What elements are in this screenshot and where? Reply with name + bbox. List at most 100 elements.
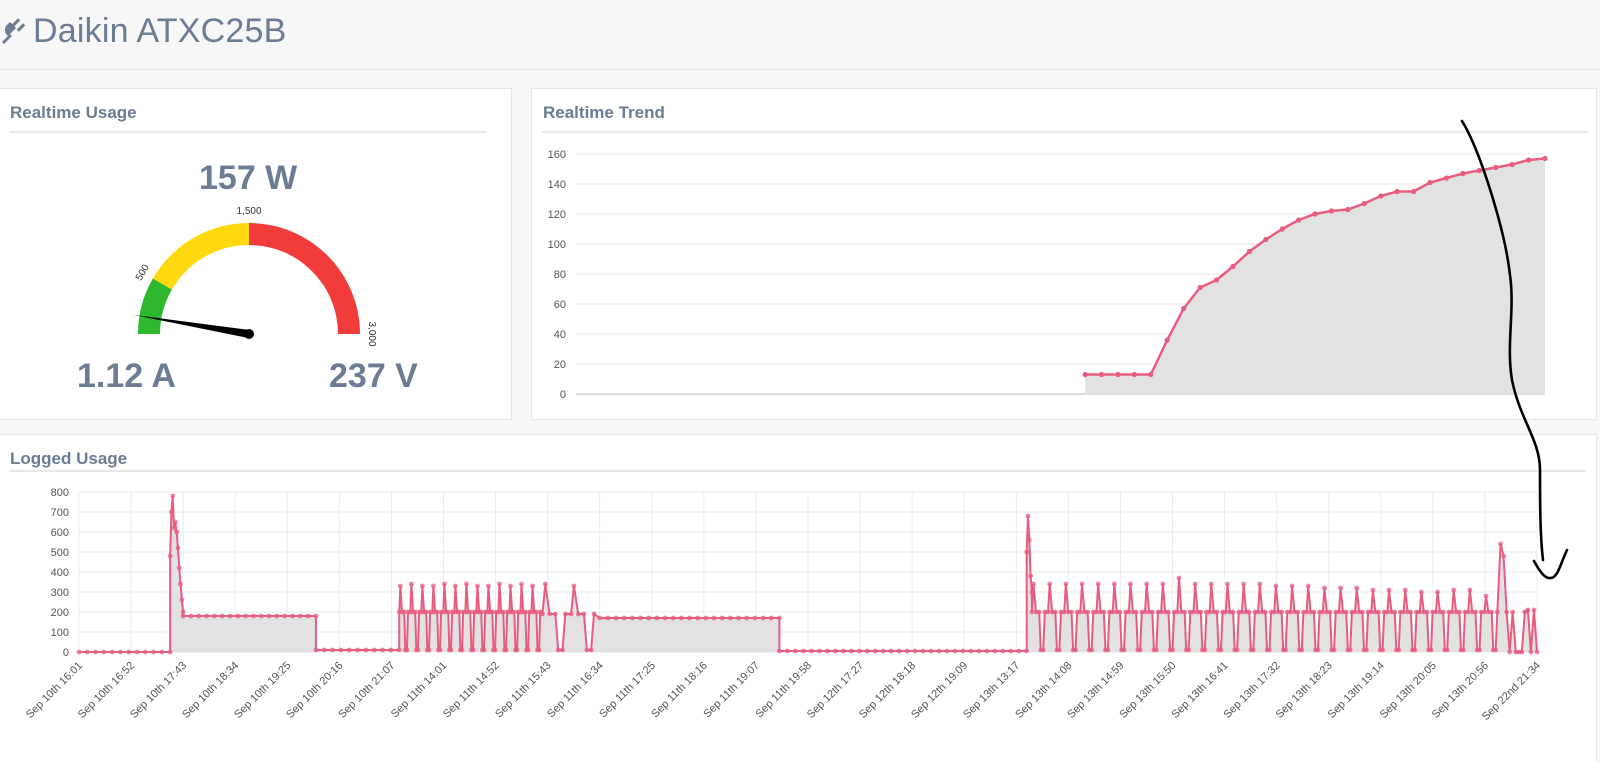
logged-point xyxy=(1528,649,1534,655)
gauge-tick-label: 1,500 xyxy=(236,206,261,217)
logged-point xyxy=(1026,537,1032,543)
logged-point xyxy=(1166,609,1171,615)
logged-point xyxy=(1121,647,1127,653)
logged-point xyxy=(1435,589,1440,595)
logged-point xyxy=(1460,647,1466,653)
logged-point xyxy=(1095,581,1101,587)
logged-point xyxy=(475,583,480,589)
logged-point xyxy=(1191,609,1196,615)
logged-point xyxy=(1025,513,1031,519)
logged-point xyxy=(1288,609,1293,615)
logged-point xyxy=(219,613,225,619)
logged-point xyxy=(176,565,182,571)
logged-point xyxy=(290,613,295,619)
logged-point xyxy=(1016,648,1022,654)
gauge-band-3 xyxy=(249,223,360,334)
logged-point xyxy=(1036,609,1042,615)
logged-point xyxy=(1347,647,1353,653)
logged-point xyxy=(167,553,173,559)
logged-point xyxy=(282,613,288,619)
logged-point xyxy=(1045,609,1051,615)
logged-point xyxy=(1331,647,1337,653)
logged-point xyxy=(1198,609,1204,615)
y-tick-label: 100 xyxy=(548,239,566,251)
logged-point xyxy=(172,519,178,525)
logged-point xyxy=(169,509,174,515)
logged-point xyxy=(547,611,552,617)
panel-divider xyxy=(9,470,1586,472)
logged-point xyxy=(151,649,156,655)
logged-point xyxy=(536,647,542,653)
logged-point xyxy=(1315,647,1321,653)
logged-point xyxy=(1299,647,1305,653)
logged-point xyxy=(76,649,82,655)
logged-point xyxy=(976,648,982,654)
trend-area xyxy=(1085,158,1545,394)
logged-point xyxy=(1305,583,1311,589)
y-tick-label: 600 xyxy=(51,527,69,539)
logged-point xyxy=(1061,609,1067,615)
y-tick-label: 800 xyxy=(51,487,69,499)
logged-point xyxy=(776,615,782,621)
logged-point xyxy=(1380,647,1385,653)
trend-point xyxy=(1443,175,1450,181)
y-tick-label: 20 xyxy=(554,359,566,371)
logged-point xyxy=(670,615,676,621)
trend-point xyxy=(1542,155,1548,162)
logged-point xyxy=(1063,581,1069,587)
logged-point xyxy=(1510,609,1516,615)
logged-point xyxy=(1073,647,1078,653)
logged-point xyxy=(1234,647,1240,653)
logged-point xyxy=(1295,609,1301,615)
logged-point xyxy=(448,647,454,653)
logged-point xyxy=(1368,609,1374,615)
logged-point xyxy=(1498,541,1503,547)
logged-usage-panel: Logged Usage 0 100 200 300 400 500 600 700 800 Se… xyxy=(0,434,1597,762)
logged-point xyxy=(388,647,394,653)
logged-point xyxy=(1311,609,1317,615)
logged-point xyxy=(1133,609,1139,615)
logged-point xyxy=(1158,609,1164,615)
logged-point xyxy=(1085,609,1091,615)
logged-point xyxy=(1408,609,1414,615)
logged-point xyxy=(1223,609,1229,615)
logged-point xyxy=(1289,583,1295,589)
logged-point xyxy=(581,611,587,617)
logged-point xyxy=(1343,609,1349,615)
logged-point xyxy=(638,615,643,621)
logged-point xyxy=(1241,581,1247,587)
logged-point xyxy=(459,647,465,653)
y-tick-label: 40 xyxy=(554,329,566,341)
logged-point xyxy=(597,615,603,621)
logged-point xyxy=(467,609,473,615)
logged-point xyxy=(171,525,177,531)
panel-divider xyxy=(542,131,1588,133)
logged-point xyxy=(1444,647,1450,653)
logged-point xyxy=(426,647,432,653)
logged-point xyxy=(952,648,958,654)
logged-point xyxy=(1105,647,1111,653)
logged-point xyxy=(503,647,509,653)
logged-point xyxy=(1376,609,1381,615)
trend-point xyxy=(1263,236,1269,243)
logged-point xyxy=(126,649,132,655)
logged-point xyxy=(1263,609,1268,615)
trend-point xyxy=(1296,217,1302,223)
panel-divider xyxy=(9,131,487,133)
logged-point xyxy=(235,613,241,619)
trend-point xyxy=(1493,164,1499,171)
logged-point xyxy=(1359,609,1365,615)
logged-point xyxy=(1225,581,1230,587)
logged-point xyxy=(1477,647,1482,653)
logged-point xyxy=(984,648,990,654)
logged-point xyxy=(784,648,790,654)
amps-readout: 1.12 A xyxy=(77,357,176,395)
realtime-usage-panel: Realtime Usage 157 W 500 1,500 3,000 1.12 … xyxy=(0,88,512,420)
logged-point xyxy=(575,611,581,617)
logged-point xyxy=(1117,609,1123,615)
logged-point xyxy=(936,648,942,654)
trend-point xyxy=(1164,337,1170,343)
logged-point xyxy=(338,647,344,653)
logged-point xyxy=(1257,581,1263,587)
